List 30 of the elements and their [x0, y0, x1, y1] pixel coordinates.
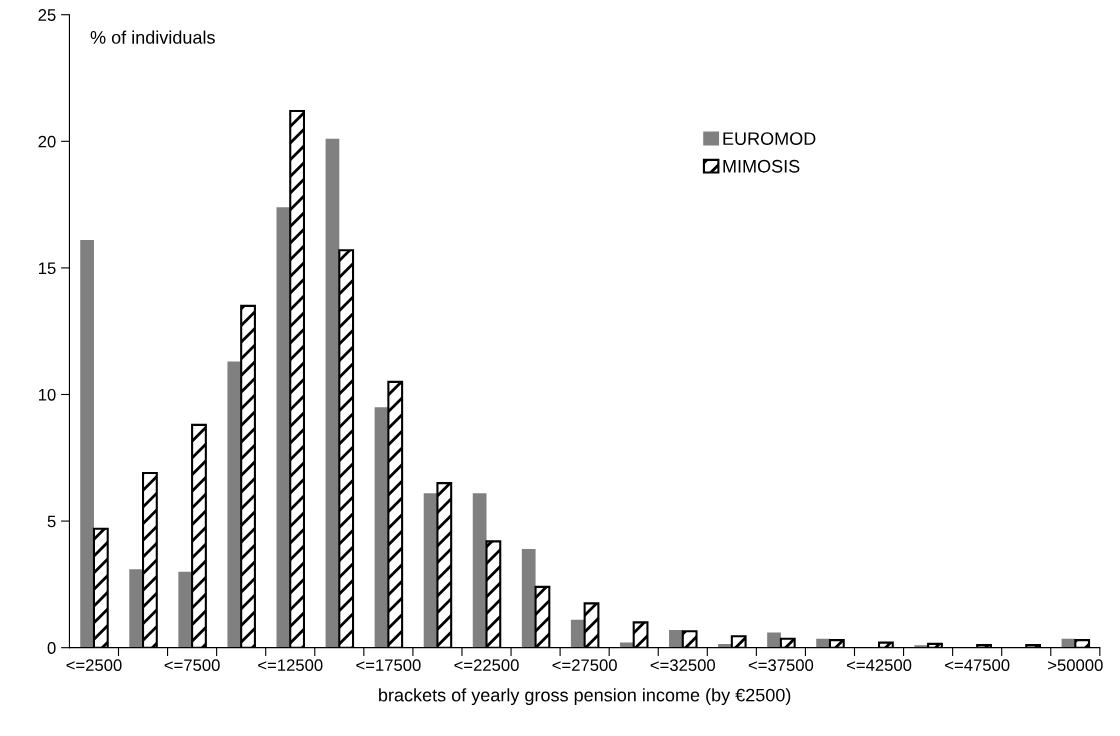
legend-label: MIMOSIS — [723, 159, 800, 173]
x-tick-label: <=2500 — [66, 659, 122, 672]
bar — [521, 548, 536, 648]
y-tick-label: 20 — [38, 135, 56, 148]
bar — [129, 569, 144, 648]
y-tick-label: 10 — [38, 388, 56, 401]
x-tick-label: <=37500 — [748, 659, 814, 672]
bar — [570, 619, 585, 648]
bar — [178, 571, 193, 648]
y-tick-label: 15 — [38, 262, 56, 275]
bar — [227, 361, 242, 648]
bar — [80, 240, 94, 648]
bar — [669, 629, 683, 648]
x-axis-title: brackets of yearly gross pension income (by €2500) — [379, 688, 791, 706]
x-tick-label: <=12500 — [258, 659, 323, 672]
y-tick-label: 25 — [38, 9, 56, 21]
x-tick-label: <=32500 — [650, 659, 716, 672]
y-tick-label: 5 — [47, 515, 56, 528]
bar — [472, 493, 487, 648]
legend-label: EUROMOD — [723, 132, 816, 145]
x-tick-label: <=27500 — [552, 659, 617, 672]
x-tick-label: <=47500 — [945, 659, 1010, 672]
bar — [767, 632, 781, 648]
y-tick-label: 0 — [47, 642, 56, 654]
x-tick-label: <=42500 — [846, 659, 912, 672]
y-axis-title: % of individuals — [90, 30, 215, 44]
x-tick-label: >50000 — [1048, 659, 1103, 672]
x-tick-label: <=7500 — [164, 659, 220, 672]
x-tick-label: <=17500 — [356, 659, 421, 672]
x-tick-label: <=22500 — [454, 659, 519, 672]
